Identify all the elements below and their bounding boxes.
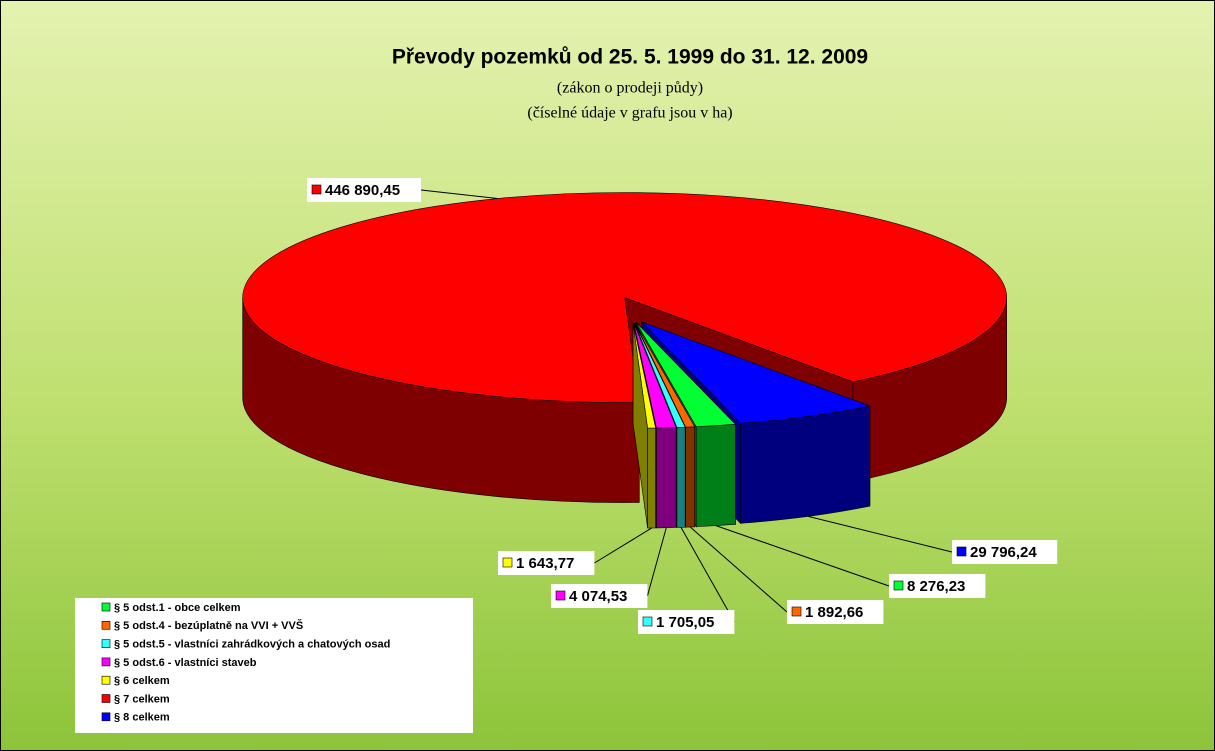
labels: 8 276,23 1 892,66 1 705,05 4 074,53 1 643,77… <box>307 178 1058 634</box>
data-label: 1 892,66 <box>805 604 863 621</box>
slice <box>242 192 1007 403</box>
label-box <box>638 610 735 634</box>
leader-line <box>646 527 667 597</box>
legend-label: § 5 odst.1 - obce celkem <box>114 602 241 614</box>
chart-title: Převody pozemků od 25. 5. 1999 do 31. 12… <box>392 46 868 69</box>
data-label: 4 074,53 <box>569 588 627 605</box>
slice <box>636 322 737 427</box>
leader-line <box>689 526 788 613</box>
slice <box>634 322 686 428</box>
legend-key <box>101 712 111 722</box>
data-label: 8 276,23 <box>907 578 965 595</box>
slice <box>632 323 656 429</box>
slice-side <box>740 405 871 524</box>
label-key <box>642 616 653 627</box>
label-key <box>555 590 566 601</box>
pie <box>242 192 1007 529</box>
slice-side <box>685 426 696 528</box>
legend-key <box>101 675 111 685</box>
subtitle: (zákon o prodeji půdy) <box>557 80 703 97</box>
legend-label: § 5 odst.6 - vlastníci staveb <box>114 657 257 669</box>
slice-side <box>656 427 677 529</box>
legend-label: § 5 odst.5 - vlastníci zahrádkových a ch… <box>114 639 390 651</box>
label-box <box>952 540 1058 564</box>
legend-key <box>101 657 111 667</box>
label-key <box>502 557 513 568</box>
legend-label: § 7 celkem <box>114 693 170 705</box>
slice <box>634 322 696 428</box>
label-key <box>956 546 967 557</box>
legend-label: § 8 celkem <box>114 712 170 724</box>
label-box <box>307 178 421 202</box>
slice-side <box>676 426 686 528</box>
data-label: 446 890,45 <box>325 182 400 199</box>
leader-line <box>680 527 735 623</box>
legend-key <box>101 639 111 648</box>
legend-key <box>101 602 111 612</box>
label-box <box>498 551 595 575</box>
label-key <box>311 184 322 195</box>
data-label: 1 643,77 <box>516 555 574 572</box>
legend-key <box>101 694 111 703</box>
leader-line <box>594 527 652 564</box>
data-label: 1 705,05 <box>656 614 714 631</box>
label-box <box>889 574 986 598</box>
slice <box>641 321 871 424</box>
label-box <box>551 584 648 608</box>
legend-key <box>101 620 111 630</box>
slice-side <box>695 424 736 527</box>
leader-line <box>715 525 890 587</box>
label-key <box>791 606 802 617</box>
leader-line <box>808 515 953 553</box>
slice-side <box>647 427 656 529</box>
data-label: 29 796,24 <box>970 544 1037 561</box>
leader-line <box>420 189 498 200</box>
subtitle: (číselné údaje v grafu jsou v ha) <box>527 105 732 122</box>
label-key <box>893 580 904 591</box>
legend: § 5 odst.1 - obce celkem § 5 odst.4 - bez… <box>101 602 390 724</box>
label-box <box>787 600 884 624</box>
slice <box>633 323 677 429</box>
legend-label: § 5 odst.4 - bezúplatně na VVI + VVŠ <box>114 619 303 632</box>
legend-box <box>75 598 473 733</box>
legend-label: § 6 celkem <box>114 675 170 687</box>
